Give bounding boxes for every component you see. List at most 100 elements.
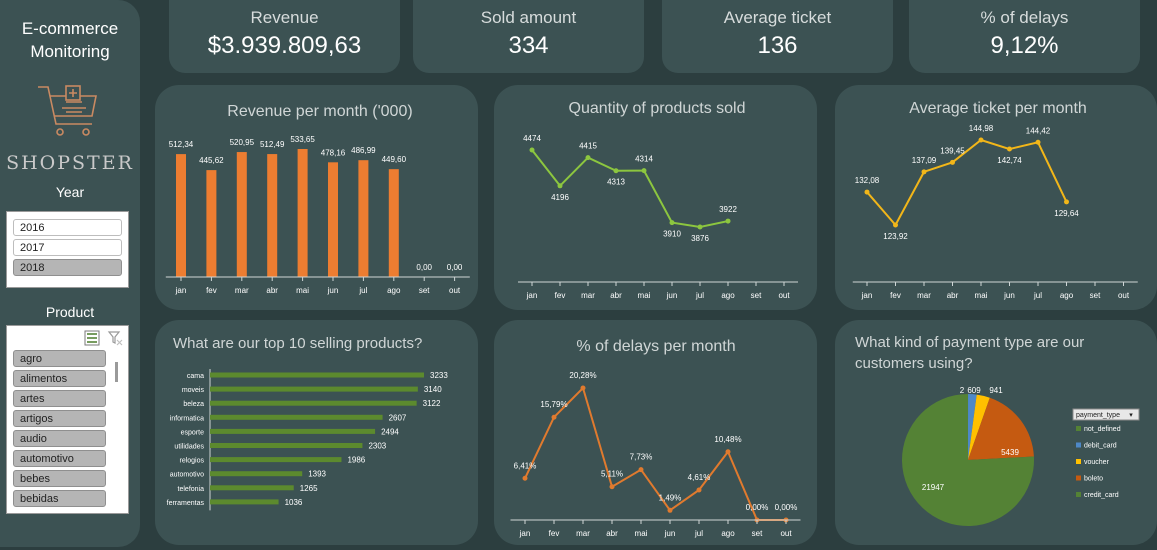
avgticket-chart-card: Average ticket per month 132,08 123,92 137,… [835,85,1157,310]
revenue-bar [206,170,217,277]
product-item-artigos[interactable]: artigos [13,410,106,427]
top10-category-label: relogios [179,458,204,465]
top10-category-label: telefonia [178,486,205,493]
quantity-data-label: 3910 [663,230,681,239]
delays-point [551,414,557,420]
top10-bar [210,372,424,378]
quantity-data-label: 3922 [719,205,737,214]
product-item-audio[interactable]: audio [13,430,106,447]
avgticket-data-label: 123,92 [883,232,908,241]
x-tick-label: mar [235,286,249,295]
x-tick-label: jan [526,291,538,300]
legend-dropdown-icon: ▾ [1129,412,1133,419]
payment-chart: What kind of payment type are our custome… [855,334,1140,526]
legend-swatch [1076,459,1081,464]
top10-bar [210,457,342,463]
revenue-bar [358,160,369,277]
avgticket-point [1064,199,1069,205]
product-item-automotivo[interactable]: automotivo [13,450,106,467]
pie-data-label: 5439 [1001,448,1019,457]
x-tick-label: jul [1033,291,1042,300]
revenue-bar [328,162,338,277]
quantity-point [669,220,675,226]
avgticket-point [1007,146,1012,152]
quantity-data-label: 4474 [523,134,541,143]
x-tick-label: jun [1003,291,1015,300]
year-item-2017[interactable]: 2017 [13,239,122,256]
delays-data-label: 5,11% [601,470,623,479]
avgticket-point [1035,139,1041,145]
legend-swatch [1076,475,1081,481]
kpi-sold-amount-value: 334 [508,32,549,59]
x-tick-label: set [419,286,430,295]
top10-value-label: 1036 [285,498,303,507]
top10-chart: What are our top 10 selling products? cam… [167,335,448,511]
delays-data-label: 6,41% [514,461,537,470]
avgticket-point [921,169,927,175]
x-tick-label: ago [721,291,735,300]
x-tick-label: jan [175,286,187,295]
year-slicer: 2016 2017 2018 [6,211,129,288]
top10-category-label: esporte [181,429,204,436]
multi-select-icon[interactable] [84,330,100,346]
delays-point [522,475,528,481]
app-title: E-commerce Monitoring [0,17,140,63]
product-item-bebes[interactable]: bebes [13,470,106,487]
legend-swatch [1076,492,1081,497]
top10-bar [210,428,376,434]
x-tick-label: ago [387,286,401,295]
legend-swatch [1076,426,1081,431]
quantity-point [725,218,731,224]
avgticket-data-label: 132,08 [855,176,880,185]
revenue-data-label: 486,99 [351,146,376,155]
year-item-2018[interactable]: 2018 [13,259,122,276]
pie-data-label: 609 [967,386,981,395]
product-item-artes[interactable]: artes [13,390,106,407]
quantity-point [641,168,647,174]
revenue-data-label: 0,00 [416,263,432,272]
top10-bar [210,471,303,477]
x-tick-label: jan [519,529,531,538]
chart-title-line2: customers using? [855,355,973,372]
revenue-data-label: 449,60 [382,155,407,164]
x-tick-label: out [780,529,792,538]
revenue-data-label: 533,65 [290,135,315,144]
avgticket-series-line [866,138,1068,227]
product-item-alimentos[interactable]: alimentos [13,370,106,387]
top10-category-label: cama [187,373,204,380]
x-tick-label: mai [635,529,648,538]
kpi-delays-value: 9,12% [990,32,1059,59]
delays-data-label: 15,79% [540,400,567,409]
x-tick-label: mar [917,291,931,300]
kpi-average-ticket-label: Average ticket [723,8,832,27]
x-tick-label: fev [555,291,566,300]
delays-point [638,467,644,473]
top10-category-label: utilidades [174,444,204,451]
product-item-bebidas[interactable]: bebidas [13,490,106,507]
delays-data-label: 0,00% [775,503,798,512]
kpi-sold-amount-label: Sold amount [480,8,577,27]
quantity-chart-card: Quantity of products sold 4474 4196 4415 431… [494,85,817,310]
top10-category-label: moveis [182,387,205,394]
x-tick-label: jul [695,291,704,300]
quantity-data-label: 3876 [691,234,709,243]
quantity-point [613,168,619,174]
product-item-agro[interactable]: agro [13,350,106,367]
pie-slice-voucher [968,394,990,460]
top10-value-label: 2494 [381,427,399,436]
revenue-data-label: 520,95 [230,138,255,147]
avgticket-data-label: 129,64 [1054,209,1079,218]
top10-bar [210,414,383,420]
avgticket-chart: Average ticket per month 132,08 123,92 137,… [852,100,1138,300]
clear-filter-icon[interactable] [107,330,123,346]
avgticket-point [893,222,898,228]
delays-point [696,487,702,493]
shopping-cart-icon [38,85,97,136]
quantity-data-label: 4313 [607,178,625,187]
product-slicer-scrollbar[interactable] [115,362,118,382]
delays-data-label: 1,49% [659,493,682,502]
top10-bar [210,400,417,406]
quantity-point [529,147,535,153]
year-item-2016[interactable]: 2016 [13,219,122,236]
top10-value-label: 3140 [424,385,442,394]
